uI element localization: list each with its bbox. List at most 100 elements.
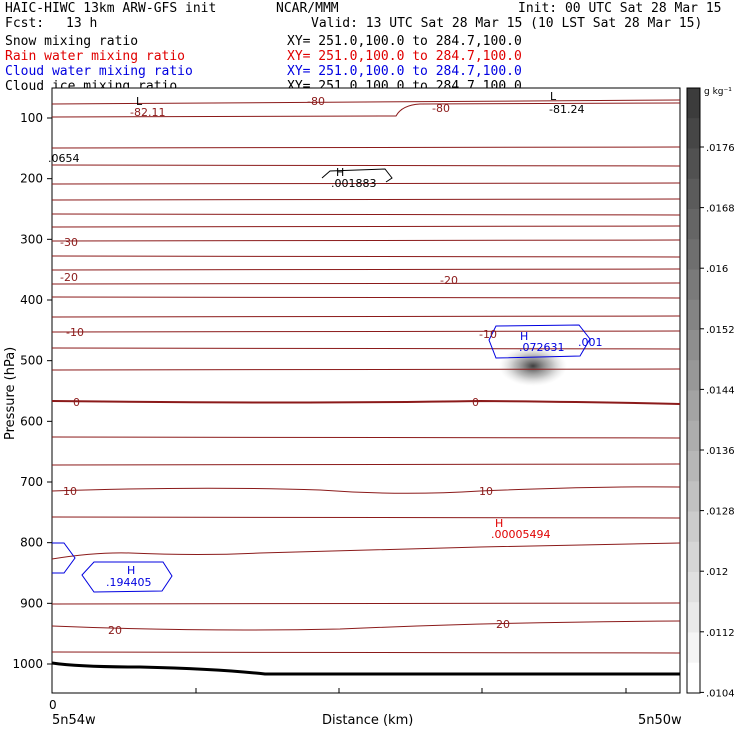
colorbar-segment xyxy=(687,511,700,543)
field-xy-snow: XY= 251.0,100.0 to 284.7,100.0 xyxy=(287,34,522,49)
colorbar-tick-label: .012 xyxy=(706,567,728,578)
annot-0654: .0654 xyxy=(48,152,80,165)
cloudwater-contour-low xyxy=(81,561,173,593)
isotherm-line xyxy=(51,296,681,299)
annot-h-low: H xyxy=(127,564,135,577)
header-init: Init: 00 UTC Sat 28 Mar 15 xyxy=(518,1,722,16)
annot-00005494: .00005494 xyxy=(491,528,551,541)
y-tick-label-1000: 1000 xyxy=(12,657,43,671)
temp-label-10c: 10 xyxy=(63,485,77,498)
colorbar-segment xyxy=(687,148,700,180)
isotherm-line xyxy=(51,99,681,105)
isotherm-line xyxy=(51,268,681,271)
isotherm-line xyxy=(51,368,681,371)
isotherm-line xyxy=(51,198,681,201)
colorbar-tick-label: .0112 xyxy=(706,628,735,639)
isotherm-line xyxy=(51,315,681,318)
colorbar-unit: g kg⁻¹ xyxy=(704,87,732,97)
annot-h-snow: H xyxy=(336,166,344,179)
temp-label-10a: -10 xyxy=(66,326,84,339)
colorbar-segment xyxy=(687,209,700,240)
colorbar-segment xyxy=(687,662,700,694)
colorbar-segment xyxy=(687,632,700,664)
isotherm-line xyxy=(51,102,681,118)
annot-l-right: L xyxy=(550,90,557,103)
y-tick-label-100: 100 xyxy=(20,111,43,125)
isotherm-line xyxy=(51,255,681,258)
field-name-snow: Snow mixing ratio xyxy=(5,34,139,49)
y-axis-label: Pressure (hPa) xyxy=(3,347,18,440)
isotherm-line xyxy=(51,164,681,167)
field-xy-rain: XY= 251.0,100.0 to 284.7,100.0 xyxy=(287,49,522,64)
colorbar-segment xyxy=(687,118,700,149)
colorbar-segment xyxy=(687,299,700,331)
y-tick-label-400: 400 xyxy=(20,293,43,307)
header-title: HAIC-HIWC 13km ARW-GFS init xyxy=(5,1,217,16)
isotherm-line xyxy=(51,182,681,185)
isotherm-line xyxy=(51,463,681,466)
temp-label-80a: -80 xyxy=(307,95,325,108)
isotherm-line xyxy=(51,486,681,494)
colorbar-segment xyxy=(687,420,700,452)
colorbar-segment xyxy=(687,178,700,210)
colorbar-tick-label: .0104 xyxy=(706,688,735,699)
x-axis-ticks xyxy=(195,688,627,693)
field-name-cloudwater: Cloud water mixing ratio xyxy=(5,64,193,79)
temp-label-8124: -81.24 xyxy=(549,103,584,116)
isotherm-line xyxy=(51,347,681,350)
y-tick-label-600: 600 xyxy=(20,414,43,428)
colorbar-tick-label: .0144 xyxy=(706,385,735,396)
isotherm-line xyxy=(51,651,681,654)
header-fcst-label: Fcst: xyxy=(5,16,45,31)
colorbar-segment xyxy=(687,481,700,512)
colorbar-tick-label: .0128 xyxy=(706,507,735,518)
annot-001: .001 xyxy=(578,336,603,349)
colorbar-tick-label: .0176 xyxy=(706,143,735,154)
annot-h-cloudwater: H xyxy=(520,330,528,343)
annot-194405: .194405 xyxy=(106,576,152,589)
colorbar-tick-label: .0168 xyxy=(706,204,735,215)
colorbar-segment xyxy=(687,541,700,573)
rain-contour-left xyxy=(51,542,681,560)
cloudwater-contour-high xyxy=(488,324,591,359)
temp-label-10d: 10 xyxy=(479,485,493,498)
header-valid: Valid: 13 UTC Sat 28 Mar 15 (10 LST Sat … xyxy=(311,16,703,31)
isotherm-line xyxy=(51,213,681,216)
temp-label-0b: 0 xyxy=(472,396,479,409)
temp-label-8211: -82.11 xyxy=(130,106,165,119)
colorbar-segment xyxy=(687,88,700,119)
isotherm-line xyxy=(51,620,681,631)
temp-label-20d: 20 xyxy=(496,618,510,631)
temp-label-10b: -10 xyxy=(479,328,497,341)
colorbar-segment xyxy=(687,572,700,603)
cloud-ice-shading xyxy=(499,346,567,386)
temp-label-80b: -80 xyxy=(432,102,450,115)
y-tick-label-700: 700 xyxy=(20,475,43,489)
colorbar-tick-label: .0152 xyxy=(706,325,735,336)
annot-001883: .001883 xyxy=(331,177,377,190)
field-xy-cloudwater: XY= 251.0,100.0 to 284.7,100.0 xyxy=(287,64,522,79)
field-name-rain: Rain water mixing ratio xyxy=(5,49,186,64)
colorbar-segment xyxy=(687,269,700,301)
isotherm-line xyxy=(51,146,681,149)
isotherm-line xyxy=(51,239,681,242)
surface-terrain xyxy=(51,661,680,676)
annot-072631: .072631 xyxy=(519,341,565,354)
plot-frame xyxy=(51,87,681,694)
temp-label-20b: -20 xyxy=(440,274,458,287)
temp-label-30: -30 xyxy=(60,236,78,249)
x-axis-label: Distance (km) xyxy=(322,713,413,728)
colorbar-segment xyxy=(687,602,700,633)
isotherm-line xyxy=(51,602,681,605)
y-tick-label-900: 900 xyxy=(20,596,43,610)
annot-l-left: L xyxy=(136,95,143,108)
x-left-label: 5n54w xyxy=(52,713,96,728)
annot-h-rain: H xyxy=(495,517,503,530)
y-tick-label-300: 300 xyxy=(20,232,43,246)
colorbar-segment xyxy=(687,330,700,361)
colorbar: .0176 .0168 .016 .0152 .0144 .0136 .0128 .012 .0… xyxy=(686,87,735,699)
y-tick-label-500: 500 xyxy=(20,354,43,368)
colorbar-tick-label: .016 xyxy=(706,264,728,275)
colorbar-segment xyxy=(687,390,700,422)
